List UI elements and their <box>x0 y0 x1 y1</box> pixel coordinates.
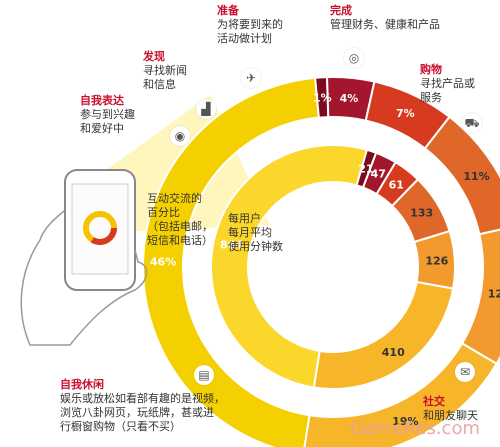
outer-value-label-6: 19% <box>392 415 418 428</box>
inner-slice-6 <box>312 280 455 390</box>
label-shop-desc2: 服务 <box>420 91 442 104</box>
phone <box>20 169 148 346</box>
outer-note-line3: （包括电邮， <box>147 220 213 233</box>
hand-outline <box>20 209 148 346</box>
label-leisure-desc3: 行橱窗购物（只看不买） <box>60 420 181 433</box>
label-discover-title: 发现 <box>143 50 165 63</box>
label-leisure-desc1: 娱乐或放松如看部有趣的是视频， <box>60 392 225 405</box>
film-icon: ▤ <box>194 365 214 385</box>
inner-slice-0 <box>210 144 369 389</box>
label-express: 自我表达 参与到兴趣 和爱好中 <box>80 94 135 136</box>
outer-slice-0 <box>142 76 320 447</box>
camera-icon: ◉ <box>170 126 190 146</box>
label-social-title: 社交 <box>423 395 445 408</box>
label-leisure-desc2: 浏览八卦网页，玩纸牌，甚或进 <box>60 406 214 419</box>
inner-note-line2: 每月平均 <box>228 226 272 239</box>
inner-value-label-4: 133 <box>410 207 433 220</box>
cart-icon: ⛟ <box>462 113 482 133</box>
label-discover-desc1: 寻找新闻 <box>143 64 187 77</box>
inner-value-label-6: 410 <box>382 346 405 359</box>
outer-note-line1: 互动交流的 <box>147 192 202 205</box>
label-shop-desc1: 寻找产品或 <box>420 77 475 90</box>
outer-value-label-2: 4% <box>340 92 359 105</box>
inner-note-line1: 每用户 <box>228 212 261 225</box>
inner-value-label-2: 47 <box>371 167 386 180</box>
label-complete: 完成 管理财务、健康和产品 <box>330 4 440 32</box>
label-express-desc2: 和爱好中 <box>80 122 124 135</box>
label-complete-title: 完成 <box>330 4 352 17</box>
chat-icon: ✉ <box>455 362 475 382</box>
phone-mini-donut-accent <box>83 211 117 245</box>
inner-note-line3: 使用分钟数 <box>228 240 283 253</box>
inner-ring <box>210 144 456 390</box>
outer-value-label-4: 11% <box>463 170 489 183</box>
label-social-desc1: 和朋友聊天 <box>423 409 478 422</box>
outer-value-label-5: 12% <box>488 288 500 301</box>
ring-icon: ◎ <box>344 48 364 68</box>
label-social: 社交 和朋友聊天 <box>423 395 478 423</box>
label-complete-desc1: 管理财务、健康和产品 <box>330 18 440 31</box>
inner-ring-note: 每用户 每月平均 使用分钟数 <box>228 212 283 254</box>
outer-note-line2: 百分比 <box>147 206 180 219</box>
outer-slice-6 <box>303 341 498 447</box>
outer-value-label-1: 1% <box>313 91 332 104</box>
label-shop: 购物 寻找产品或 服务 <box>420 63 475 105</box>
outer-ring <box>142 76 500 447</box>
outer-value-label-0: 46% <box>150 256 176 269</box>
inner-value-label-1: 21 <box>358 162 373 175</box>
label-express-title: 自我表达 <box>80 94 124 107</box>
outer-ring-note: 互动交流的 百分比 （包括电邮， 短信和电话） <box>147 192 213 248</box>
label-leisure: 自我休闲 娱乐或放松如看部有趣的是视频， 浏览八卦网页，玩纸牌，甚或进 行橱窗购… <box>60 378 225 434</box>
label-discover: 发现 寻找新闻 和信息 <box>143 50 187 92</box>
label-shop-title: 购物 <box>420 63 442 76</box>
airplane-icon: ✈ <box>241 68 261 88</box>
label-discover-desc2: 和信息 <box>143 78 176 91</box>
label-prepare-title: 准备 <box>217 4 239 17</box>
watermark: GameRes.com <box>350 418 480 439</box>
inner-value-label-3: 61 <box>389 178 404 191</box>
outer-value-label-3: 7% <box>396 107 415 120</box>
inner-value-label-5: 126 <box>425 255 448 268</box>
outer-note-line4: 短信和电话） <box>147 234 213 247</box>
label-leisure-title: 自我休闲 <box>60 378 104 391</box>
label-express-desc1: 参与到兴趣 <box>80 108 135 121</box>
phone-screen <box>71 183 129 275</box>
inner-value-label-0: 864 <box>220 238 243 251</box>
label-prepare-desc1: 为将要到来的 <box>217 18 283 31</box>
signal-icon: ▟ <box>196 99 216 119</box>
label-prepare-desc2: 活动做计划 <box>217 32 272 45</box>
label-prepare: 准备 为将要到来的 活动做计划 <box>217 4 283 46</box>
